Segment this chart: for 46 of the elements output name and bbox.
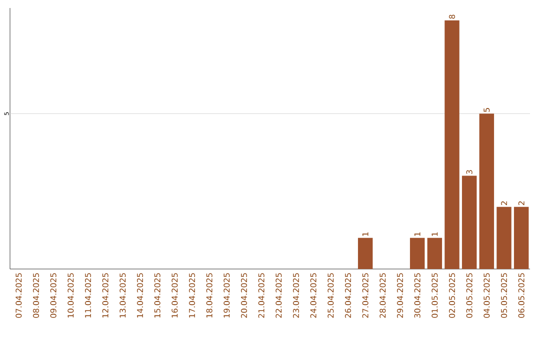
- x-tick-label: 14.04.2025: [136, 273, 144, 318]
- x-tick-label: 29.04.2025: [396, 273, 404, 318]
- x-tick-label: 07.04.2025: [16, 273, 22, 318]
- bar: [358, 238, 373, 269]
- x-tick-label: 01.05.2025: [432, 273, 438, 318]
- x-tick-label: 05.05.2025: [500, 273, 508, 318]
- data-label: 2: [501, 201, 507, 206]
- data-label: 5: [484, 108, 490, 112]
- x-tick-label: 19.04.2025: [224, 273, 230, 318]
- x-tick-label: 26.04.2025: [344, 273, 352, 318]
- x-tick-label: 10.04.2025: [68, 273, 74, 318]
- x-tick-label: 21.04.2025: [258, 273, 264, 318]
- x-tick-label: 24.04.2025: [310, 273, 316, 318]
- x-tick-label: 15.04.2025: [154, 273, 160, 318]
- x-tick-label: 09.04.2025: [50, 273, 56, 318]
- x-tick-label: 04.05.2025: [484, 273, 490, 318]
- x-tick-label: 16.04.2025: [172, 273, 178, 318]
- x-tick-label: 18.04.2025: [206, 273, 212, 318]
- x-tick-label: 30.04.2025: [414, 273, 420, 318]
- bar: [444, 20, 460, 269]
- x-tick-label: 22.04.2025: [276, 273, 282, 318]
- x-tick-label: 03.05.2025: [466, 273, 472, 318]
- x-tick-label: 17.04.2025: [188, 273, 196, 318]
- data-label: 8: [448, 14, 456, 19]
- x-tick-label: 11.04.2025: [84, 273, 92, 318]
- bar: [427, 238, 442, 269]
- data-label: 3: [466, 170, 472, 174]
- x-tick-label: 02.05.2025: [448, 273, 456, 318]
- data-label: 1: [414, 232, 420, 236]
- x-tick-label: 23.04.2025: [292, 273, 300, 318]
- bar: [514, 206, 529, 269]
- x-tick-label: 08.04.2025: [32, 273, 40, 318]
- data-label: 1: [362, 232, 368, 236]
- x-tick-label: 27.04.2025: [362, 273, 368, 318]
- bar: [410, 238, 425, 269]
- data-label: 2: [518, 201, 524, 206]
- x-tick-label: 20.04.2025: [240, 273, 248, 318]
- bar: [496, 206, 512, 269]
- x-tick-label: 28.04.2025: [380, 273, 386, 318]
- x-tick-label: 13.04.2025: [120, 273, 126, 318]
- bar: [462, 176, 477, 269]
- x-tick-label: 06.05.2025: [518, 273, 524, 318]
- bar: [479, 114, 494, 269]
- x-tick-label: 12.04.2025: [102, 273, 108, 318]
- x-tick-label: 25.04.2025: [328, 273, 334, 318]
- data-label: 1: [432, 232, 438, 236]
